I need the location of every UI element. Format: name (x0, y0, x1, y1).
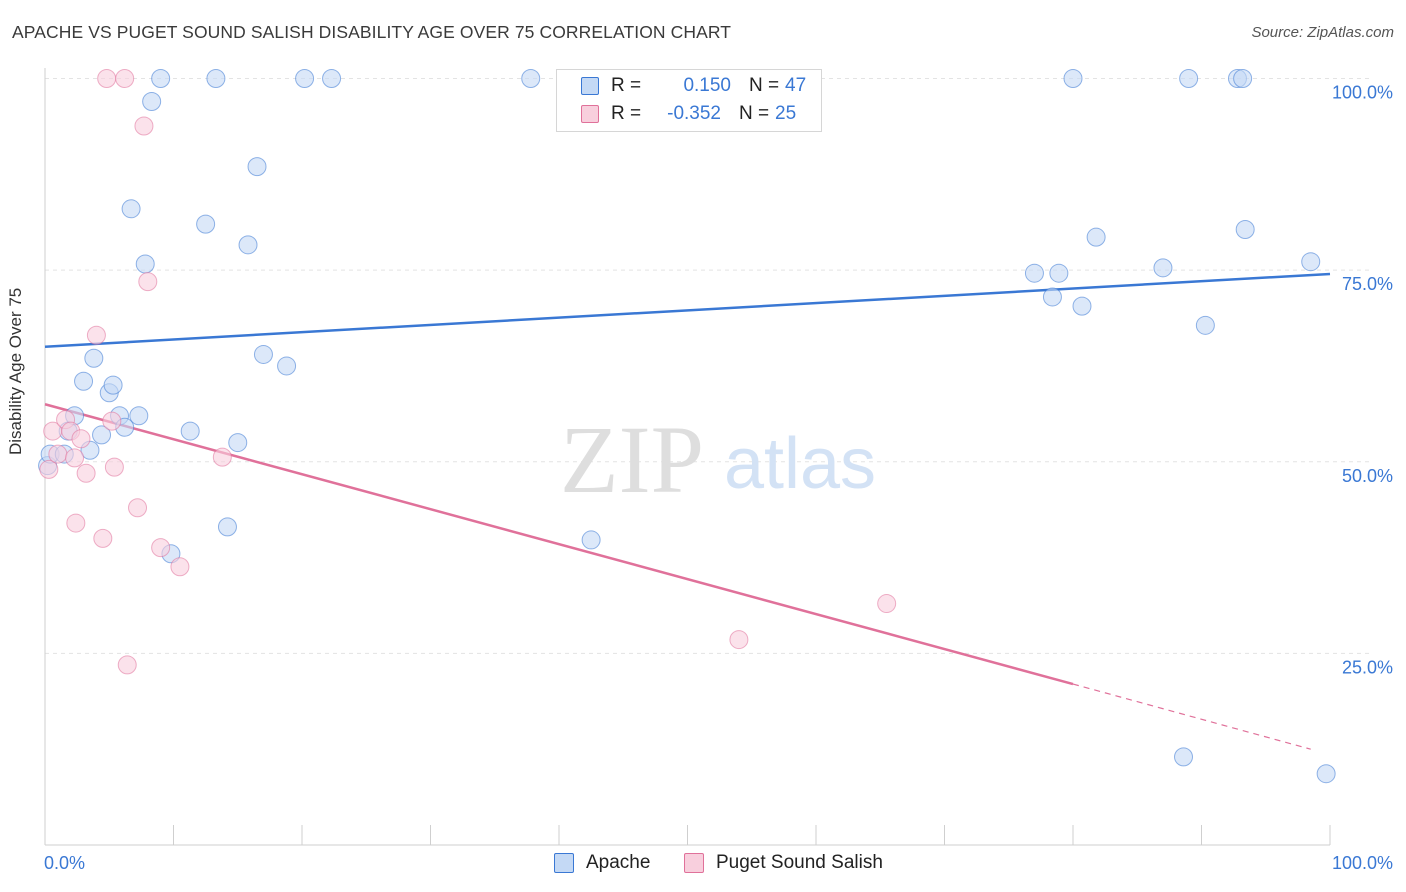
puget-point (104, 457, 124, 477)
apache-point (196, 214, 216, 234)
apache-point (1316, 764, 1336, 784)
apache-point (103, 375, 123, 395)
apache-point (92, 425, 112, 445)
apache-point (1049, 263, 1069, 283)
apache-point (217, 517, 237, 537)
apache-point (253, 344, 273, 364)
puget-point (102, 411, 122, 431)
puget-point (170, 557, 190, 577)
y-tick-label: 100.0% (1332, 83, 1393, 103)
y-tick-label: 50.0% (1342, 466, 1393, 486)
legend-item-apache: Apache (554, 852, 650, 874)
apache-point (1086, 227, 1106, 247)
puget-point (128, 498, 148, 518)
r-value: -0.352 (667, 103, 721, 124)
apache-point (84, 348, 104, 368)
x-tick-label: 0.0% (44, 853, 85, 873)
apache-point (322, 69, 342, 88)
puget-point (138, 272, 158, 292)
legend-label-apache: Apache (586, 852, 651, 873)
apache-point (581, 530, 601, 550)
legend-item-puget: Puget Sound Salish (684, 852, 883, 874)
apache-point (1233, 69, 1253, 88)
apache-point (247, 157, 267, 177)
legend-label-puget: Puget Sound Salish (716, 852, 883, 873)
apache-point (1195, 315, 1215, 335)
puget-legend-swatch (684, 853, 704, 873)
puget-point (93, 528, 113, 548)
r-label: R = (611, 75, 642, 96)
apache-point (238, 235, 258, 255)
puget-point (877, 594, 897, 614)
apache-point (1301, 252, 1321, 272)
puget-point (48, 444, 68, 464)
apache-point (1063, 69, 1083, 88)
puget-point (71, 429, 91, 449)
apache-point (206, 69, 226, 88)
apache-point (180, 421, 200, 441)
apache-point (74, 371, 94, 391)
puget-point (729, 630, 749, 650)
apache-point (121, 199, 141, 219)
r-value: 0.150 (683, 75, 731, 96)
puget-point (134, 116, 154, 136)
apache-point (1042, 287, 1062, 307)
puget-point (97, 69, 117, 88)
puget-point (117, 655, 137, 675)
apache-point (151, 69, 171, 88)
apache-point (142, 91, 162, 111)
puget-point (151, 538, 171, 558)
correlation-legend: R = 0.150 N = 47 R = -0.352 N = 25 (556, 69, 822, 132)
y-tick-label: 25.0% (1342, 657, 1393, 677)
puget-swatch (581, 105, 599, 123)
apache-point (1235, 220, 1255, 240)
legend-row-puget: R = -0.352 N = 25 (581, 100, 796, 128)
puget-point (212, 447, 232, 467)
apache-point (295, 69, 315, 88)
apache-legend-swatch (554, 853, 574, 873)
tick-labels: 25.0% 50.0% 75.0% 100.0% 0.0% 100.0% (44, 83, 1393, 874)
apache-point (1174, 747, 1194, 767)
apache-point (129, 406, 149, 426)
apache-point (277, 356, 297, 376)
x-tick-label: 100.0% (1332, 853, 1393, 873)
apache-trend-line (44, 272, 1331, 349)
apache-point (1179, 69, 1199, 88)
puget-point (115, 69, 135, 88)
gridlines (45, 78, 1370, 654)
puget-point (76, 463, 96, 483)
chart-title: APACHE VS PUGET SOUND SALISH DISABILITY … (12, 22, 732, 42)
puget-point (39, 459, 59, 479)
apache-swatch (581, 77, 599, 95)
watermark-atlas: atlas (724, 424, 876, 504)
n-value: 47 (785, 75, 807, 96)
puget-point (66, 513, 86, 533)
r-label: R = (611, 103, 642, 124)
series-legend: Apache Puget Sound Salish (0, 852, 1406, 878)
n-label: N = (739, 103, 770, 124)
legend-row-apache: R = 0.150 N = 47 (581, 72, 806, 100)
n-value: 25 (775, 103, 797, 124)
apache-point (1072, 296, 1092, 316)
puget-point (86, 325, 106, 345)
puget-point (65, 448, 85, 468)
data-points (38, 69, 1336, 784)
puget-trend-extension (1072, 683, 1311, 750)
watermark: ZIP atlas (560, 406, 876, 513)
apache-point (228, 433, 248, 453)
puget-trend-line (44, 403, 1074, 686)
n-label: N = (749, 75, 780, 96)
apache-point (1024, 263, 1044, 283)
y-tick-label: 75.0% (1342, 274, 1393, 294)
y-axis-label: Disability Age Over 75 (6, 287, 25, 455)
apache-point (521, 69, 541, 88)
apache-point (1153, 258, 1173, 278)
watermark-zip: ZIP (560, 406, 704, 513)
source-label: Source: ZipAtlas.com (1251, 24, 1394, 41)
apache-point (135, 254, 155, 274)
